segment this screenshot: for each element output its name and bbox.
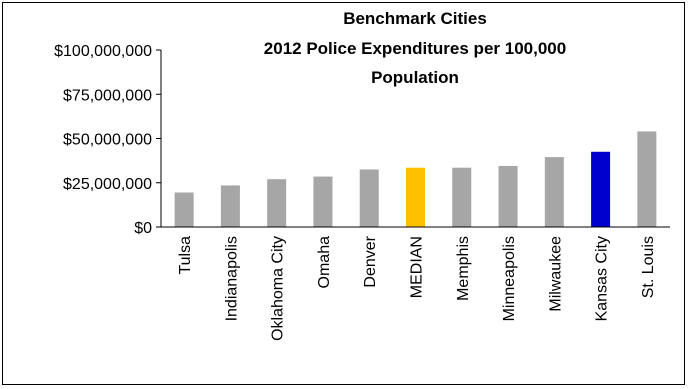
x-axis: Tulsa Indianapolis Oklahoma City Omaha Denve…: [161, 226, 670, 341]
x-tick-label: Omaha: [316, 236, 333, 289]
x-tick-label: MEDIAN: [409, 236, 426, 298]
bar-kansas-city: [591, 151, 611, 227]
bar-milwaukee: [544, 157, 564, 227]
chart-title: Benchmark Cities 2012 Police Expenditures…: [264, 9, 566, 87]
bar-memphis: [452, 167, 472, 227]
y-axis: $0 $25,000,000 $50,000,000 $75,000,000 $100,…: [54, 43, 162, 237]
bar-denver: [359, 169, 379, 227]
chart-title-line: Benchmark Cities: [343, 9, 487, 28]
x-tick-label: Oklahoma City: [270, 236, 287, 341]
bar-minneapolis: [498, 165, 518, 227]
bar-st-louis: [637, 131, 657, 227]
chart-frame: Benchmark Cities 2012 Police Expenditures…: [2, 2, 685, 385]
x-tick-label: Kansas City: [594, 236, 611, 321]
chart-title-line: 2012 Police Expenditures per 100,000: [264, 39, 566, 58]
bar-omaha: [313, 176, 333, 227]
x-tick-label: St. Louis: [640, 236, 657, 298]
bar-median: [406, 167, 425, 227]
bar-oklahoma-city: [267, 179, 287, 227]
chart-title-line: Population: [371, 68, 459, 87]
x-tick-label: Milwaukee: [547, 236, 564, 312]
x-tick-label: Denver: [362, 235, 379, 287]
x-tick-label: Indianapolis: [223, 236, 240, 321]
y-tick-label: $0: [134, 220, 152, 237]
x-tick-label: Minneapolis: [501, 236, 518, 321]
bar-indianapolis: [220, 185, 240, 227]
y-tick-label: $75,000,000: [63, 87, 152, 104]
x-tick-label: Memphis: [455, 236, 472, 301]
bars: [174, 131, 657, 227]
y-tick-label: $100,000,000: [54, 43, 152, 60]
y-tick-label: $50,000,000: [63, 132, 152, 149]
bar-chart: Benchmark Cities 2012 Police Expenditures…: [54, 9, 670, 341]
y-tick-label: $25,000,000: [63, 176, 152, 193]
x-tick-label: Tulsa: [177, 236, 194, 275]
bar-tulsa: [174, 192, 194, 227]
